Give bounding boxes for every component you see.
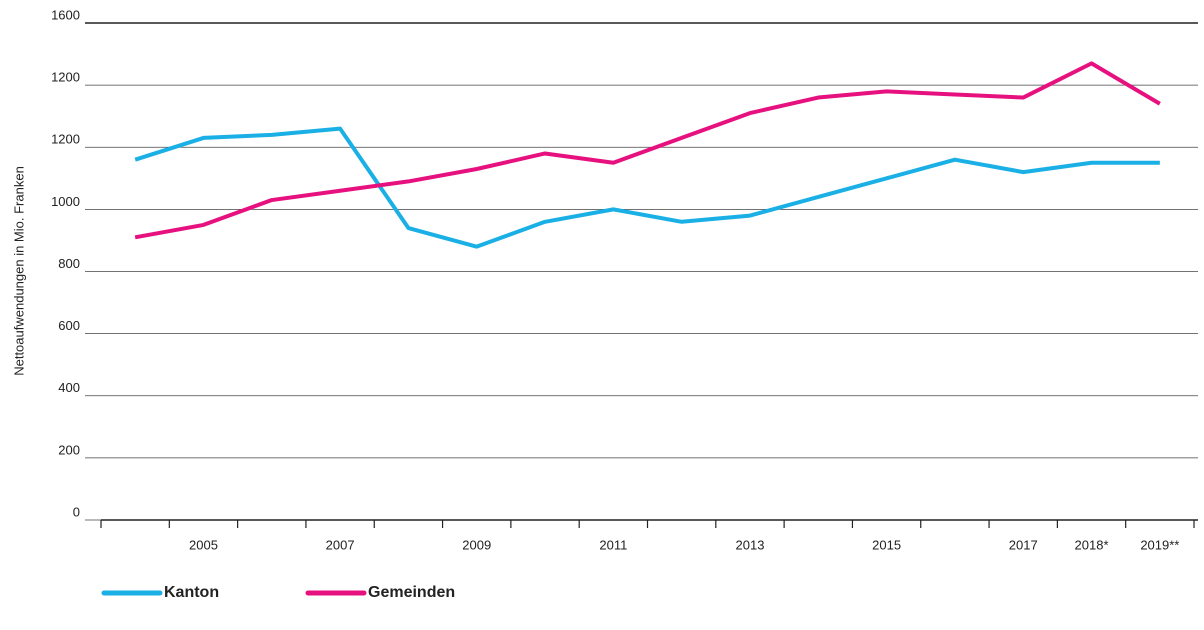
y-tick-label: 1000	[51, 194, 80, 209]
y-tick-label: 1200	[51, 70, 80, 85]
legend-label: Kanton	[164, 584, 219, 601]
y-tick-label: 400	[58, 380, 80, 395]
legend-label: Gemeinden	[368, 584, 455, 601]
y-tick-label: 200	[58, 442, 80, 457]
x-tick-label: 2018*	[1075, 537, 1109, 552]
y-tick-label: 1200	[51, 132, 80, 147]
x-tick-label: 2013	[736, 537, 765, 552]
y-axis-label: Nettoaufwendungen in Mio. Franken	[11, 166, 26, 376]
x-tick-label: 2015	[872, 537, 901, 552]
x-tick-label: 2017	[1009, 537, 1038, 552]
x-tick-label: 2011	[599, 537, 627, 552]
series-line	[134, 61, 1161, 240]
x-tick-label: 2009	[462, 537, 491, 552]
y-tick-label: 0	[73, 504, 80, 519]
series-line	[134, 126, 1160, 249]
y-tick-label: 1600	[51, 7, 80, 22]
x-tick-label: 2007	[326, 537, 355, 552]
y-tick-label: 800	[58, 256, 80, 271]
x-tick-label: 2005	[189, 537, 218, 552]
x-tick-label: 2019**	[1140, 537, 1179, 552]
y-tick-label: 600	[58, 318, 80, 333]
